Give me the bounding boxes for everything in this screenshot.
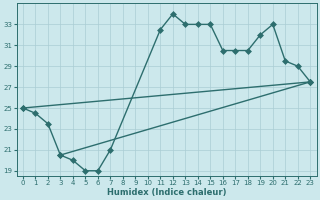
X-axis label: Humidex (Indice chaleur): Humidex (Indice chaleur) bbox=[107, 188, 226, 197]
